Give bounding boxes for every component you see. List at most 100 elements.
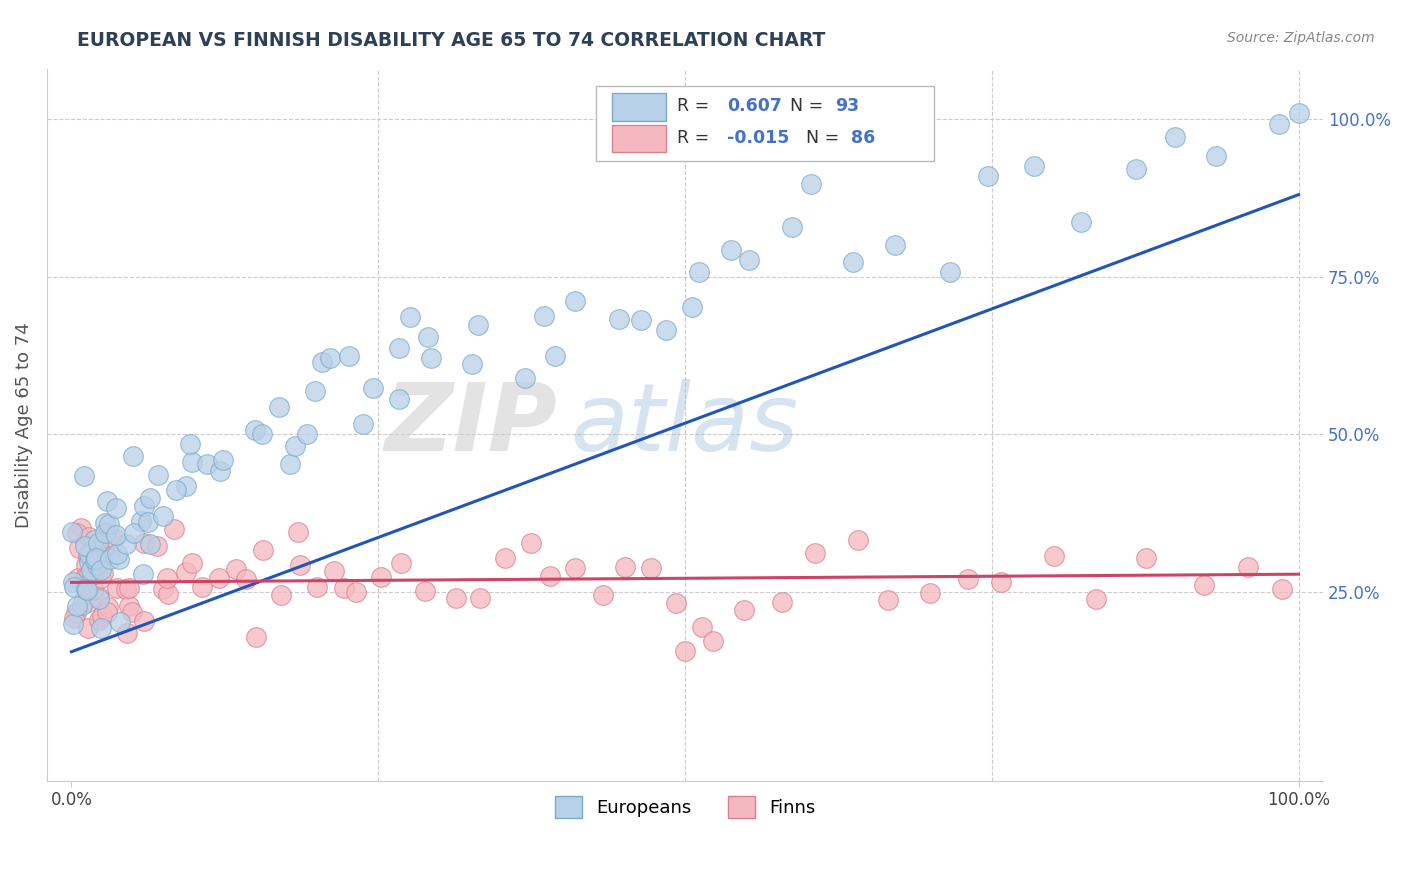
Point [105,582,128,596]
Point [389,556,412,570]
Point [97,600,120,615]
Point [62,575,84,590]
Text: atlas: atlas [571,379,799,470]
Point [77,588,100,602]
Point [460,357,482,371]
Point [208,464,231,478]
Point [94,516,117,531]
Point [544,349,567,363]
Point [98,517,121,532]
Point [841,254,863,268]
Point [134,536,156,550]
Text: R =: R = [678,97,716,115]
Point [136,515,159,529]
Point [470,591,492,605]
Point [1070,215,1092,229]
Point [780,220,803,235]
Point [665,597,688,611]
Point [72,598,94,612]
Point [533,310,555,324]
Point [134,615,156,629]
Point [990,575,1012,590]
Point [1135,551,1157,566]
Point [398,310,420,325]
Point [163,523,186,537]
Point [564,560,586,574]
Point [278,457,301,471]
Point [148,468,170,483]
Point [80,563,103,577]
Point [62,617,84,632]
Point [138,491,160,505]
Point [519,535,541,549]
Point [976,169,998,183]
Point [181,455,204,469]
Point [322,564,344,578]
Point [75,568,97,582]
Point [77,530,100,544]
Point [245,630,267,644]
Point [681,300,703,314]
Point [131,515,153,529]
Point [110,615,132,629]
Point [91,608,114,623]
Point [702,634,724,648]
Point [307,580,329,594]
Text: 86: 86 [851,128,875,146]
Point [90,621,112,635]
Point [75,539,97,553]
Point [105,547,128,561]
Point [419,351,441,366]
Point [738,252,761,267]
Point [939,264,962,278]
Point [444,591,467,605]
Point [91,566,114,580]
Point [89,592,111,607]
Point [1164,130,1187,145]
Point [243,423,266,437]
Point [1268,117,1291,131]
Point [152,582,174,596]
Text: 0.607: 0.607 [727,97,782,115]
Point [65,606,87,620]
Point [90,563,112,577]
Point [295,427,318,442]
Point [118,581,141,595]
Point [60,525,83,540]
Point [467,318,489,333]
Point [83,553,105,567]
Point [252,427,274,442]
Point [319,351,342,366]
Point [208,571,231,585]
Point [115,582,138,597]
Text: Source: ZipAtlas.com: Source: ZipAtlas.com [1227,31,1375,45]
Point [152,508,174,523]
Point [191,581,214,595]
Point [96,605,118,619]
Text: -0.015: -0.015 [727,128,790,146]
Point [122,526,145,541]
Point [287,525,309,540]
Point [77,549,100,563]
Point [121,449,143,463]
Point [89,549,111,564]
Point [174,478,197,492]
Y-axis label: Disability Age 65 to 74: Disability Age 65 to 74 [15,322,32,528]
Point [75,558,97,572]
Point [73,469,96,483]
Point [114,537,136,551]
Point [688,265,710,279]
Point [344,584,367,599]
FancyBboxPatch shape [612,125,666,152]
Point [83,533,105,547]
Point [104,501,127,516]
Point [804,546,827,560]
Point [267,400,290,414]
Point [77,547,100,561]
Point [690,620,713,634]
Point [77,621,100,635]
Point [94,525,117,540]
Point [614,559,637,574]
Point [884,238,907,252]
Point [607,312,630,326]
